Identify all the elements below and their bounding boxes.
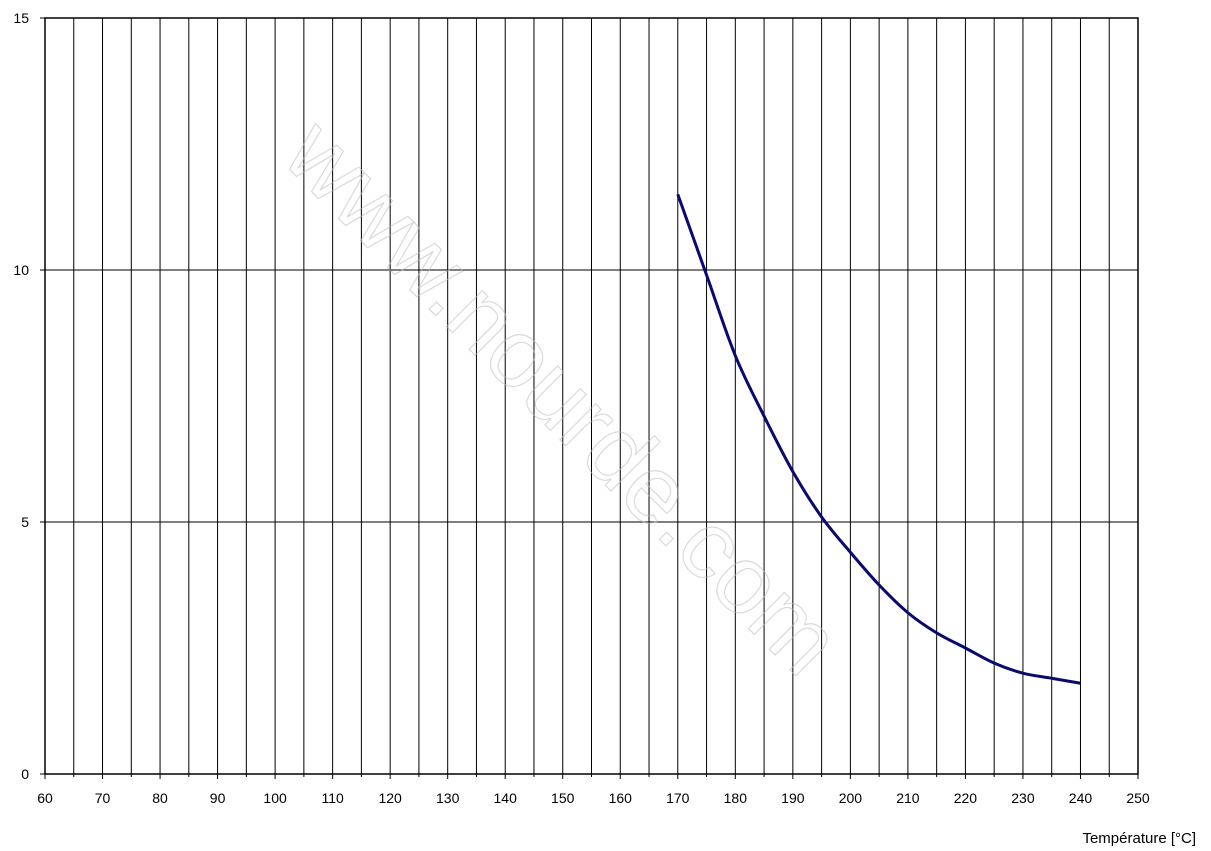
x-tick-label: 250 (1126, 790, 1150, 806)
y-tick-label: 0 (21, 766, 29, 782)
x-tick-label: 230 (1011, 790, 1035, 806)
x-tick-label: 80 (152, 790, 168, 806)
x-tick-label: 60 (37, 790, 53, 806)
y-tick-label: 15 (13, 10, 29, 26)
y-tick-label: 10 (13, 262, 29, 278)
x-tick-label: 130 (436, 790, 460, 806)
y-tick-label: 5 (21, 514, 29, 530)
x-tick-label: 110 (321, 790, 344, 806)
tick-labels: 60 70 80 90 100 110 120 130 140 150 160 170 180 190 20… (13, 10, 1149, 806)
x-tick-label: 240 (1069, 790, 1093, 806)
x-tick-label: 100 (263, 790, 287, 806)
x-tick-label: 210 (896, 790, 920, 806)
x-tick-label: 170 (666, 790, 690, 806)
x-tick-label: 180 (724, 790, 748, 806)
x-tick-label: 150 (551, 790, 575, 806)
x-tick-label: 200 (839, 790, 863, 806)
x-tick-label: 140 (494, 790, 518, 806)
series (676, 193, 1081, 685)
x-tick-label: 190 (781, 790, 805, 806)
x-tick-label: 120 (378, 790, 402, 806)
axes (40, 17, 1139, 779)
x-tick-label: 90 (210, 790, 226, 806)
x-tick-label: 220 (954, 790, 978, 806)
series-line (676, 193, 1081, 685)
x-axis-label: Température [°C] (1082, 830, 1196, 847)
x-tick-label: 70 (95, 790, 111, 806)
x-tick-label: 160 (609, 790, 633, 806)
grid (45, 18, 1138, 774)
